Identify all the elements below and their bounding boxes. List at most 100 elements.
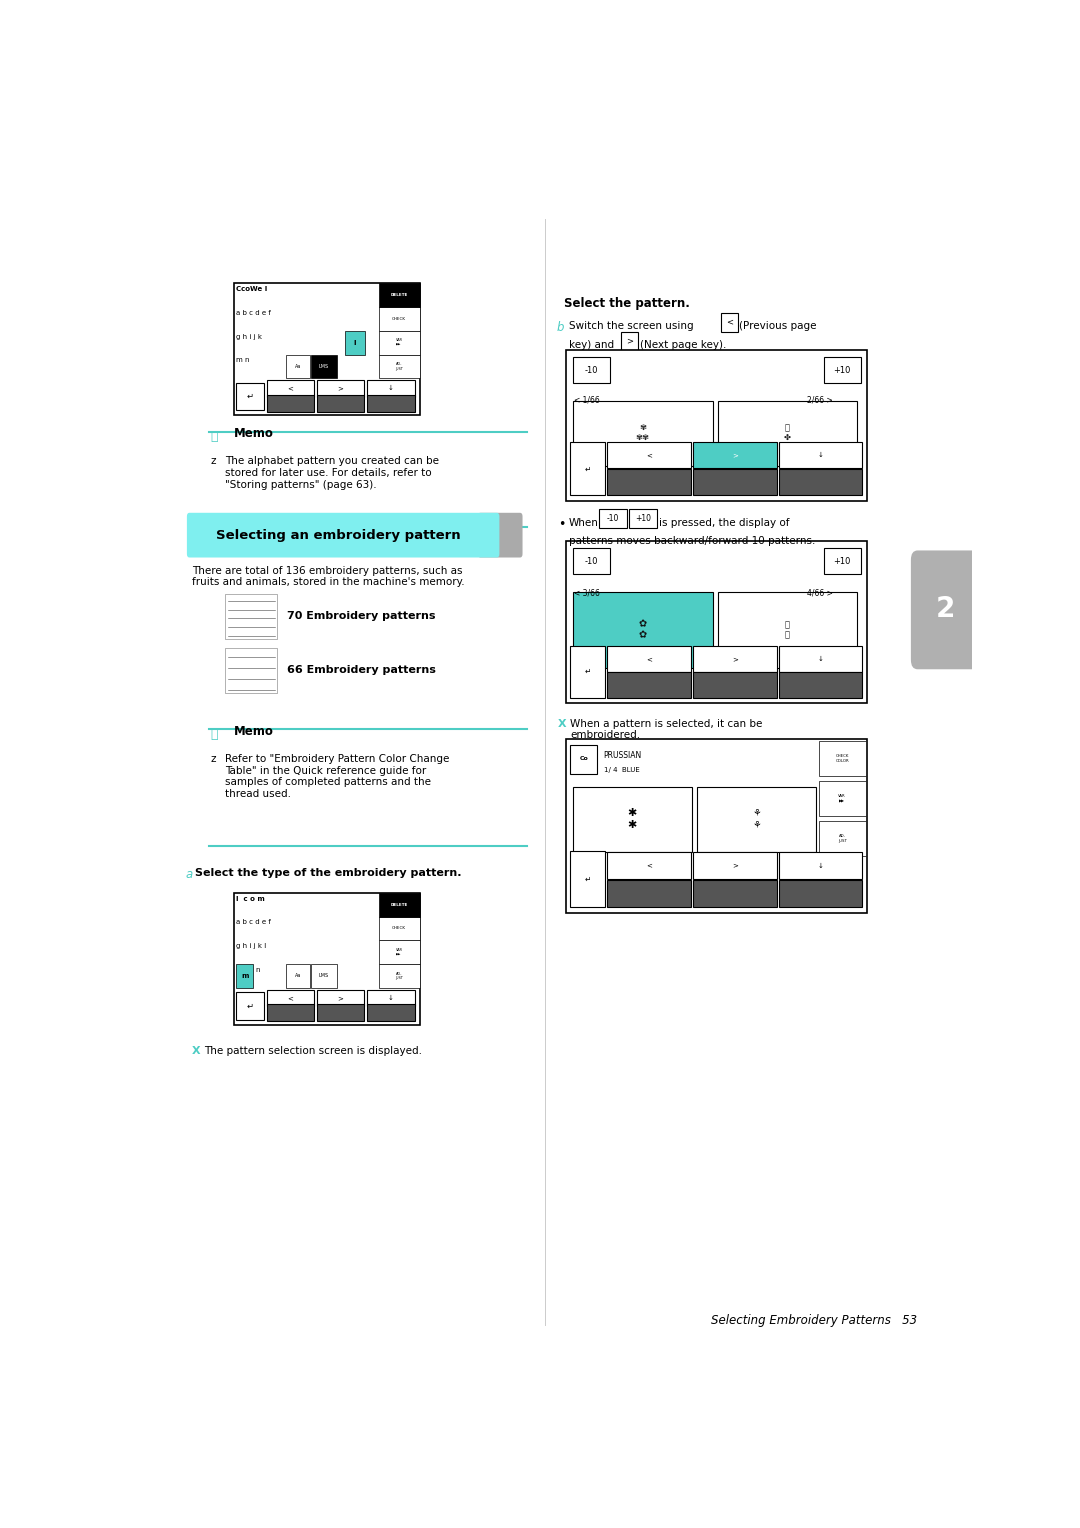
- Bar: [572, 591, 713, 668]
- Text: 🖊: 🖊: [211, 431, 218, 443]
- Text: AD-
JUST: AD- JUST: [395, 362, 403, 371]
- Text: CHECK
COLOR: CHECK COLOR: [836, 755, 849, 762]
- Text: Co: Co: [579, 756, 588, 761]
- Text: <: <: [646, 863, 652, 868]
- Text: 4/66 >: 4/66 >: [807, 588, 833, 597]
- Text: z: z: [211, 753, 216, 764]
- Bar: [379, 940, 419, 964]
- Text: AD-
JUST: AD- JUST: [838, 834, 847, 843]
- Text: DELETE: DELETE: [391, 293, 408, 298]
- Text: 66 Embroidery patterns: 66 Embroidery patterns: [287, 666, 436, 675]
- Text: b: b: [557, 321, 565, 335]
- Text: ✿
✿: ✿ ✿: [638, 619, 647, 640]
- Text: Memo: Memo: [233, 724, 273, 738]
- Text: The pattern selection screen is displayed.: The pattern selection screen is displaye…: [204, 1045, 421, 1056]
- Text: +10: +10: [834, 556, 851, 565]
- Bar: [570, 851, 605, 908]
- Text: Aa: Aa: [295, 364, 301, 368]
- Text: <: <: [646, 656, 652, 662]
- Bar: [267, 990, 314, 1005]
- Bar: [779, 469, 862, 495]
- Text: patterns moves backward/forward 10 patterns.: patterns moves backward/forward 10 patte…: [568, 536, 815, 547]
- Text: The alphabet pattern you created can be
stored for later use. For details, refer: The alphabet pattern you created can be …: [226, 457, 440, 489]
- Bar: [717, 591, 858, 668]
- Bar: [267, 380, 314, 397]
- Text: a: a: [186, 868, 192, 882]
- Text: <: <: [287, 995, 294, 1001]
- Text: ✱
✱: ✱ ✱: [627, 808, 637, 830]
- Bar: [226, 594, 278, 639]
- Bar: [379, 354, 419, 379]
- Text: m n: m n: [237, 358, 249, 364]
- Bar: [267, 1004, 314, 1021]
- Bar: [779, 672, 862, 697]
- Bar: [607, 442, 691, 468]
- Text: a b c d e f: a b c d e f: [237, 920, 271, 926]
- Text: VAR
▶▶: VAR ▶▶: [395, 947, 403, 957]
- Bar: [316, 380, 364, 397]
- Text: VAR
▶▶: VAR ▶▶: [395, 338, 403, 347]
- Bar: [316, 990, 364, 1005]
- Bar: [693, 880, 777, 908]
- Text: z: z: [211, 457, 216, 466]
- Text: Select the type of the embroidery pattern.: Select the type of the embroidery patter…: [195, 868, 462, 879]
- Bar: [237, 964, 254, 987]
- Text: ↵: ↵: [584, 465, 591, 474]
- Text: >: >: [626, 336, 633, 345]
- Bar: [367, 990, 415, 1005]
- Bar: [311, 354, 337, 379]
- Bar: [566, 738, 867, 912]
- Bar: [779, 880, 862, 908]
- Text: Aa: Aa: [295, 973, 301, 978]
- Text: < 3/66: < 3/66: [575, 588, 600, 597]
- Text: ↓: ↓: [818, 863, 824, 868]
- Text: -10: -10: [607, 515, 619, 523]
- Text: ↓: ↓: [818, 452, 824, 458]
- Text: 🐾
🐾: 🐾 🐾: [785, 620, 789, 640]
- Text: is pressed, the display of: is pressed, the display of: [659, 518, 789, 527]
- Text: (Next page key).: (Next page key).: [639, 339, 726, 350]
- Text: ↓: ↓: [388, 995, 394, 1001]
- Bar: [693, 646, 777, 671]
- Text: <: <: [726, 318, 732, 327]
- Bar: [379, 892, 419, 917]
- Text: Selecting Embroidery Patterns   53: Selecting Embroidery Patterns 53: [712, 1314, 918, 1326]
- Text: >: >: [338, 995, 343, 1001]
- Bar: [598, 509, 627, 529]
- Text: <: <: [646, 452, 652, 458]
- Bar: [233, 892, 419, 1025]
- Text: ⚘
⚘: ⚘ ⚘: [753, 808, 761, 830]
- Text: •: •: [557, 518, 565, 530]
- Text: g h i j k: g h i j k: [237, 333, 262, 339]
- Text: CHECK: CHECK: [392, 926, 406, 931]
- Bar: [693, 442, 777, 468]
- Bar: [367, 380, 415, 397]
- Text: ↓: ↓: [818, 656, 824, 662]
- Bar: [629, 509, 658, 529]
- Text: PRUSSIAN: PRUSSIAN: [604, 750, 642, 759]
- Bar: [237, 992, 265, 1019]
- Text: g h i j k l: g h i j k l: [237, 943, 267, 949]
- Bar: [607, 646, 691, 671]
- Text: >: >: [732, 452, 738, 458]
- Bar: [226, 648, 278, 692]
- Bar: [572, 787, 692, 851]
- Text: ↓: ↓: [388, 385, 394, 391]
- Bar: [572, 358, 609, 384]
- Bar: [607, 853, 691, 879]
- Bar: [570, 443, 605, 495]
- Bar: [267, 396, 314, 411]
- Bar: [570, 744, 597, 775]
- Bar: [779, 853, 862, 879]
- Bar: [721, 313, 738, 332]
- Text: a b c d e f: a b c d e f: [237, 310, 271, 316]
- Bar: [607, 672, 691, 697]
- Bar: [286, 354, 310, 379]
- Text: m: m: [241, 973, 248, 979]
- Text: key) and: key) and: [568, 339, 613, 350]
- Text: ↵: ↵: [584, 874, 591, 883]
- Text: 🖊: 🖊: [211, 729, 218, 741]
- Text: ✾
✾✾: ✾ ✾✾: [636, 423, 650, 443]
- Bar: [570, 645, 605, 697]
- Text: DELETE: DELETE: [391, 903, 408, 906]
